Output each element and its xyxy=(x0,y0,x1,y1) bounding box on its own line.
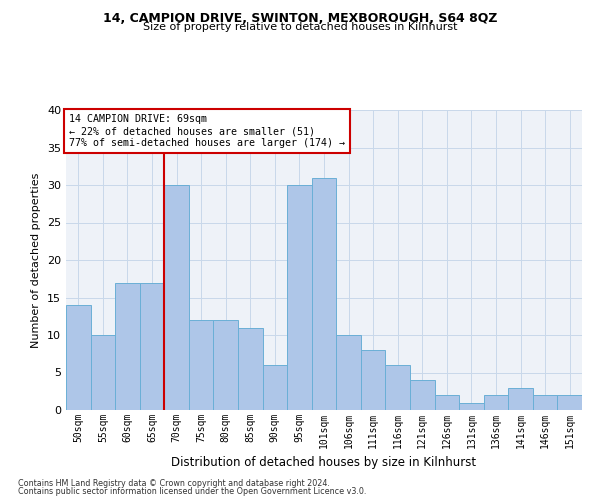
Text: Size of property relative to detached houses in Kilnhurst: Size of property relative to detached ho… xyxy=(143,22,457,32)
Bar xyxy=(312,178,336,410)
X-axis label: Distribution of detached houses by size in Kilnhurst: Distribution of detached houses by size … xyxy=(172,456,476,469)
Bar xyxy=(214,320,238,410)
Text: 14 CAMPION DRIVE: 69sqm
← 22% of detached houses are smaller (51)
77% of semi-de: 14 CAMPION DRIVE: 69sqm ← 22% of detache… xyxy=(68,114,344,148)
Bar xyxy=(533,395,557,410)
Bar xyxy=(140,282,164,410)
Bar xyxy=(287,185,312,410)
Bar xyxy=(336,335,361,410)
Bar xyxy=(484,395,508,410)
Bar xyxy=(238,328,263,410)
Text: 14, CAMPION DRIVE, SWINTON, MEXBOROUGH, S64 8QZ: 14, CAMPION DRIVE, SWINTON, MEXBOROUGH, … xyxy=(103,12,497,26)
Bar xyxy=(115,282,140,410)
Text: Contains public sector information licensed under the Open Government Licence v3: Contains public sector information licen… xyxy=(18,487,367,496)
Bar xyxy=(508,388,533,410)
Bar xyxy=(434,395,459,410)
Bar xyxy=(385,365,410,410)
Bar xyxy=(164,185,189,410)
Text: Contains HM Land Registry data © Crown copyright and database right 2024.: Contains HM Land Registry data © Crown c… xyxy=(18,478,330,488)
Bar xyxy=(91,335,115,410)
Y-axis label: Number of detached properties: Number of detached properties xyxy=(31,172,41,348)
Bar xyxy=(66,305,91,410)
Bar xyxy=(410,380,434,410)
Bar xyxy=(459,402,484,410)
Bar xyxy=(361,350,385,410)
Bar xyxy=(263,365,287,410)
Bar xyxy=(189,320,214,410)
Bar xyxy=(557,395,582,410)
